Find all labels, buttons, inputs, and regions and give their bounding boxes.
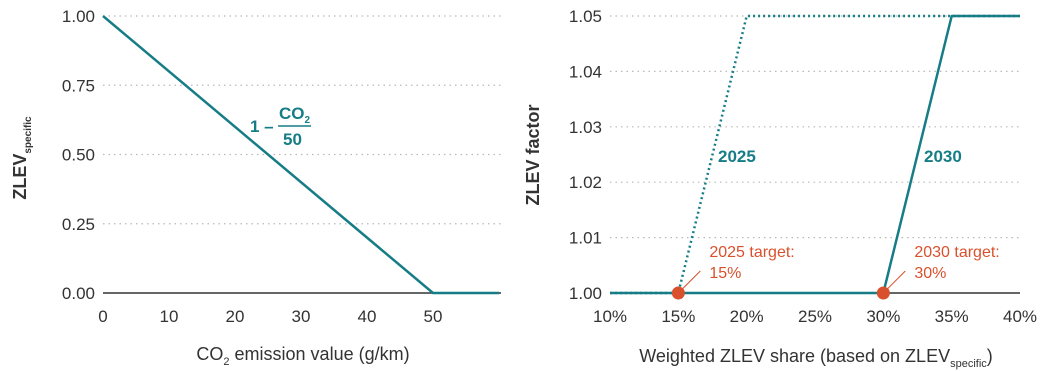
right-targets: 2025 target: 15% 2030 target: 30% <box>671 244 1000 300</box>
x-tick-label: 40 <box>358 307 377 326</box>
x-tick-label: 0 <box>98 307 107 326</box>
left-y-axis-title: ZLEVspecific <box>10 116 34 200</box>
right-gridlines <box>610 15 1020 239</box>
right-series <box>610 14 1020 295</box>
x-tick-label: 15% <box>661 307 695 326</box>
y-tick-label: 0.25 <box>62 215 95 234</box>
y-tick-label: 1.04 <box>569 62 602 81</box>
y-tick-label: 0.75 <box>62 76 95 95</box>
series-label-2030: 2030 <box>924 147 962 166</box>
series-line-2025 <box>610 14 1020 295</box>
formula-prefix: 1 – <box>250 117 274 136</box>
x-tick-label: 20 <box>226 307 245 326</box>
target-marker <box>876 286 890 300</box>
left-y-ticks: 0.00 0.25 0.50 0.75 1.00 <box>62 7 95 303</box>
target-value: 30% <box>914 265 946 282</box>
x-tick-label: 30% <box>866 307 900 326</box>
y-tick-label: 1.01 <box>569 229 602 248</box>
formula-denominator: 50 <box>283 130 302 149</box>
y-tick-label: 0.50 <box>62 146 95 165</box>
zlev-factor-chart: 1.00 1.01 1.02 1.03 1.04 1.05 10% 15% 20% 25% 30%… <box>523 7 1037 370</box>
target-value: 15% <box>709 265 741 282</box>
right-x-ticks: 10% 15% 20% 25% 30% 35% 40% <box>593 307 1037 326</box>
y-tick-label: 1.03 <box>569 118 602 137</box>
y-tick-label: 0.00 <box>62 284 95 303</box>
right-y-axis-title: ZLEV factor <box>523 104 543 205</box>
right-y-ticks: 1.00 1.01 1.02 1.03 1.04 1.05 <box>569 7 602 303</box>
series-label-2025: 2025 <box>718 147 756 166</box>
left-x-ticks: 0 10 20 30 40 50 <box>98 307 442 326</box>
x-tick-label: 40% <box>1003 307 1037 326</box>
x-tick-label: 50 <box>424 307 443 326</box>
y-tick-label: 1.00 <box>569 284 602 303</box>
y-tick-label: 1.05 <box>569 7 602 26</box>
x-tick-label: 10% <box>593 307 627 326</box>
y-tick-label: 1.00 <box>62 7 95 26</box>
left-gridlines <box>103 15 501 225</box>
zlev-specific-chart: 0.00 0.25 0.50 0.75 1.00 0 10 20 30 40 50 1 – CO2… <box>10 7 501 368</box>
formula-numerator: CO2 <box>279 104 311 126</box>
x-tick-label: 10 <box>160 307 179 326</box>
x-tick-label: 35% <box>935 307 969 326</box>
x-tick-label: 25% <box>798 307 832 326</box>
series-line-2030 <box>610 14 1020 295</box>
target-marker <box>671 286 685 300</box>
left-series <box>102 15 499 295</box>
y-tick-label: 1.02 <box>569 173 602 192</box>
left-x-axis-title: CO2 emission value (g/km) <box>196 344 409 368</box>
formula-annotation: 1 – CO2 50 <box>250 104 311 149</box>
x-tick-label: 20% <box>730 307 764 326</box>
target-label: 2025 target: <box>709 244 794 261</box>
series-line-0 <box>102 15 499 295</box>
x-tick-label: 30 <box>292 307 311 326</box>
right-x-axis-title: Weighted ZLEV share (based on ZLEVspecif… <box>639 346 993 370</box>
target-label: 2030 target: <box>914 244 999 261</box>
